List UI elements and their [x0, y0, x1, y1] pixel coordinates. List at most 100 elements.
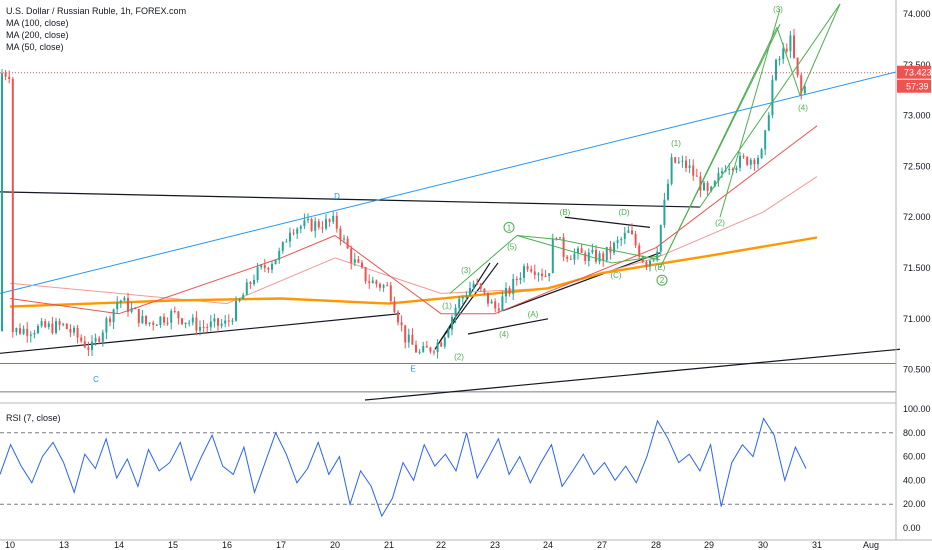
- candle-body: [220, 323, 223, 326]
- candle-body: [109, 318, 111, 323]
- candle-body: [771, 79, 774, 116]
- candle-body: [310, 219, 313, 231]
- candle-body: [51, 323, 54, 333]
- candle-body: [199, 326, 201, 331]
- candle-body: [238, 299, 241, 301]
- chart-legend: U.S. Dollar / Russian Ruble, 1h, FOREX.c…: [6, 5, 186, 53]
- candle-body: [641, 256, 644, 263]
- candle-body: [209, 321, 212, 328]
- candle-body: [145, 315, 147, 324]
- legend-ma50[interactable]: MA (50, close): [6, 42, 64, 52]
- trend-line: [467, 318, 549, 335]
- candle-body: [472, 283, 475, 289]
- candle-body: [580, 248, 583, 253]
- candle-body: [123, 297, 126, 301]
- candle-body: [688, 165, 691, 168]
- candle-body: [487, 292, 489, 304]
- candle-body: [65, 323, 68, 329]
- time-tick-label: 10: [5, 540, 15, 550]
- candle-body: [764, 130, 767, 150]
- candle-body: [29, 334, 32, 336]
- candle-body: [285, 241, 288, 243]
- candle-body: [677, 161, 680, 163]
- price-tick-label: 73.000: [903, 111, 931, 121]
- candle-body: [652, 259, 655, 261]
- candle-body: [87, 347, 90, 350]
- candle-body: [328, 219, 331, 222]
- candle-body: [479, 283, 482, 289]
- candle-body: [739, 155, 741, 168]
- wave-label: 2: [660, 276, 665, 285]
- candle-body: [83, 341, 86, 348]
- candle-body: [278, 250, 281, 260]
- candle-body: [15, 328, 18, 332]
- rsi-pane[interactable]: [0, 417, 896, 518]
- wave-line: [776, 27, 801, 96]
- time-tick-label: 27: [597, 540, 607, 550]
- candle-body: [335, 215, 338, 229]
- rsi-tick-label: 100.00: [903, 404, 931, 414]
- price-pane[interactable]: D C E (1) (2) (3) (4) (5) (A) (B) (C) (D) (E) (1) (2) (…: [0, 3, 901, 401]
- candle-body: [425, 346, 428, 348]
- candle-body: [325, 219, 327, 229]
- candle-body: [433, 351, 435, 353]
- trend-line: [364, 348, 901, 401]
- candle-body: [659, 225, 662, 252]
- trend-line: [439, 262, 499, 342]
- candle-body: [476, 283, 479, 285]
- candle-body: [721, 171, 723, 174]
- candle-body: [605, 246, 608, 261]
- candle-body: [94, 338, 97, 342]
- candle-body: [800, 75, 803, 94]
- legend-ma200[interactable]: MA (200, close): [6, 30, 69, 40]
- candle-body: [692, 165, 695, 176]
- time-tick-label: 30: [758, 540, 768, 550]
- candle-body: [152, 322, 155, 325]
- wave-label: (2): [454, 352, 464, 361]
- candle-body: [577, 248, 579, 254]
- candle-body: [130, 308, 133, 312]
- trend-line: [434, 262, 491, 350]
- candle-body: [461, 297, 464, 299]
- time-tick-label: 16: [222, 540, 232, 550]
- candle-body: [134, 308, 137, 310]
- candle-body: [767, 115, 770, 131]
- candle-body: [465, 295, 468, 298]
- candle-body: [548, 273, 551, 277]
- candle-body: [526, 266, 529, 270]
- candle-body: [80, 337, 83, 342]
- chart-title: U.S. Dollar / Russian Ruble, 1h, FOREX.c…: [6, 6, 187, 16]
- candle-body: [523, 266, 525, 278]
- candle-body: [418, 351, 421, 353]
- candle-body: [371, 280, 374, 284]
- candle-body: [451, 316, 453, 330]
- time-tick-label: 15: [168, 540, 178, 550]
- candle-body: [645, 262, 648, 267]
- rsi-legend[interactable]: RSI (7, close): [6, 413, 61, 423]
- candle-body: [37, 325, 39, 334]
- candles: [1, 28, 806, 359]
- ma200-line: [9, 236, 818, 308]
- wave-label: D: [334, 192, 340, 201]
- candle-body: [332, 215, 335, 222]
- candle-body: [735, 167, 738, 171]
- last-price-badge: [897, 65, 931, 79]
- candle-body: [11, 79, 14, 332]
- candle-body: [253, 279, 255, 285]
- candle-body: [217, 318, 219, 326]
- trend-line: [0, 191, 701, 208]
- candle-body: [271, 264, 273, 270]
- wave-line: [449, 235, 518, 294]
- wave-line: [611, 255, 661, 264]
- time-tick-label: Aug: [863, 540, 879, 550]
- legend-ma100[interactable]: MA (100, close): [6, 18, 69, 28]
- wave-label: (A): [528, 310, 539, 319]
- candle-body: [713, 181, 716, 187]
- wave-circle: [656, 274, 668, 286]
- candle-body: [749, 159, 752, 165]
- candle-body: [490, 301, 493, 304]
- candle-body: [778, 58, 781, 60]
- candle-body: [728, 168, 731, 171]
- wave-label: (1): [442, 302, 452, 311]
